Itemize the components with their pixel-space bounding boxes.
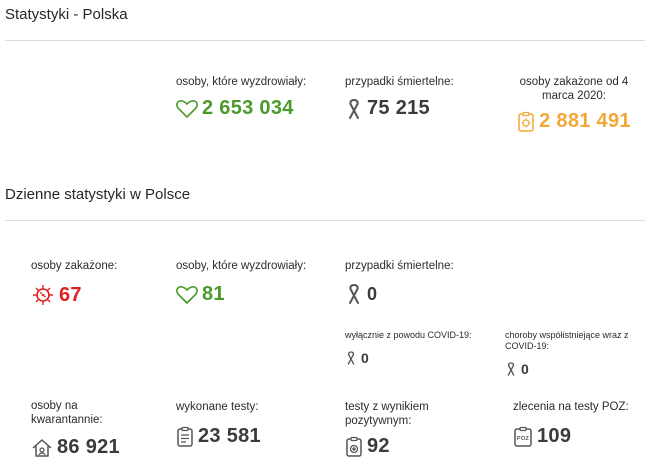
- stat-value: 81: [202, 283, 225, 305]
- ribbon-icon: [345, 350, 357, 366]
- stat-deaths-covid-only: wyłącznie z powodu COVID-19: 0: [345, 330, 485, 366]
- clipboard-list-icon: [176, 426, 194, 448]
- stat-deaths-comorbid: choroby współistniejące wraz z COVID-19:…: [505, 330, 645, 377]
- stat-label: wyłącznie z powodu COVID-19:: [345, 330, 472, 340]
- stat-label: zlecenia na testy POZ:: [513, 401, 629, 413]
- stat-label: przypadki śmiertelne:: [345, 260, 454, 272]
- stat-value: 86 921: [57, 436, 120, 458]
- stat-label: osoby, które wyzdrowiały:: [176, 260, 307, 272]
- heart-icon: [176, 99, 198, 119]
- stat-value: 92: [367, 435, 390, 457]
- stat-value: 2 653 034: [202, 97, 294, 119]
- stat-value: 0: [367, 283, 378, 304]
- stat-value: 2 881 491: [539, 110, 631, 132]
- stat-value: 23 581: [198, 425, 261, 447]
- stat-label: choroby współistniejące wraz z COVID-19:: [505, 330, 629, 351]
- stat-label: testy z wynikiem pozytywnym:: [345, 401, 429, 427]
- divider: [5, 220, 645, 221]
- ribbon-icon: [505, 361, 517, 377]
- clipboard-plus-icon: [345, 436, 363, 458]
- stat-value: 109: [537, 425, 572, 447]
- stat-tests: wykonane testy: 23 581: [176, 400, 326, 448]
- svg-text:POZ: POZ: [517, 436, 530, 442]
- poz-clipboard-icon: POZ: [513, 426, 533, 448]
- divider: [5, 40, 645, 41]
- stat-label: przypadki śmiertelne:: [345, 76, 454, 88]
- stat-deaths-daily: przypadki śmiertelne: 0: [345, 259, 495, 305]
- stat-poz-orders: zlecenia na testy POZ: POZ 109: [513, 400, 648, 448]
- stat-value: 0: [521, 361, 529, 377]
- heart-icon: [176, 285, 198, 305]
- house-icon: [31, 438, 53, 458]
- stat-quarantine: osoby na kwarantannie: 86 921: [31, 399, 120, 459]
- ribbon-icon: [345, 98, 363, 120]
- ribbon-icon: [345, 283, 363, 305]
- stat-label: osoby, które wyzdrowiały:: [176, 76, 307, 88]
- stat-label: osoby zakażone:: [31, 260, 118, 272]
- stat-label: osoby na kwarantannie:: [31, 400, 103, 426]
- stat-deaths-total: przypadki śmiertelne: 75 215: [345, 75, 495, 120]
- stat-value: 67: [59, 283, 82, 306]
- stat-infected-total: osoby zakażone od 4 marca 2020: 2 881 49…: [504, 75, 644, 133]
- stat-label: wykonane testy:: [176, 401, 259, 413]
- stat-label: osoby zakażone od 4 marca 2020:: [519, 76, 629, 102]
- stat-infected-daily: osoby zakażone: 67: [31, 259, 161, 307]
- stat-recovered-daily: osoby, które wyzdrowiały: 81: [176, 259, 326, 306]
- stat-positive-tests: testy z wynikiem pozytywnym: 92: [345, 400, 455, 458]
- stat-value: 0: [361, 350, 369, 366]
- clipboard-virus-icon: [517, 111, 535, 133]
- stat-value: 75 215: [367, 97, 430, 119]
- stat-recovered-total: osoby, które wyzdrowiały: 2 653 034: [176, 75, 326, 120]
- virus-icon: [31, 283, 55, 307]
- section-title-daily: Dzienne statystyki w Polsce: [5, 186, 191, 203]
- section-title-poland: Statystyki - Polska: [5, 6, 128, 23]
